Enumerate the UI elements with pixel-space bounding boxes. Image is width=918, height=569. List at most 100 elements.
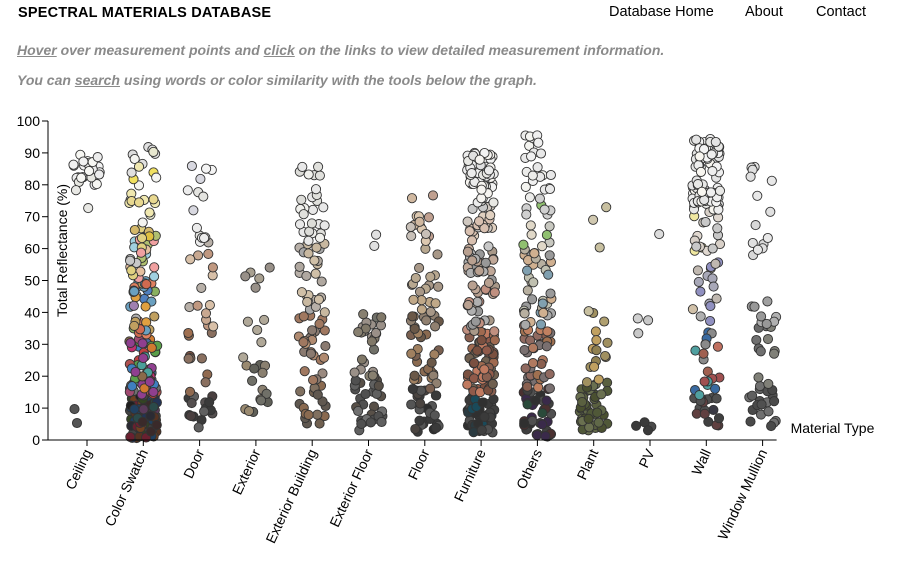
data-point-exterior[interactable] (256, 395, 267, 406)
data-point-others[interactable] (526, 229, 537, 240)
data-point-door[interactable] (203, 248, 214, 259)
data-point-plant[interactable] (590, 326, 601, 337)
data-point-color-swatch[interactable] (129, 404, 140, 415)
data-point-plant[interactable] (583, 306, 594, 317)
data-point-plant[interactable] (589, 361, 600, 372)
data-point-exterior[interactable] (264, 262, 275, 273)
data-point-exterior-building[interactable] (303, 169, 314, 180)
data-point-exterior-building[interactable] (318, 352, 330, 363)
data-point-exterior-floor[interactable] (373, 380, 384, 391)
data-point-floor[interactable] (410, 423, 421, 435)
data-point-wall[interactable] (712, 341, 723, 352)
data-point-exterior-building[interactable] (307, 325, 318, 336)
data-point-color-swatch[interactable] (137, 416, 148, 427)
data-point-exterior-building[interactable] (298, 209, 309, 220)
data-point-exterior-floor[interactable] (371, 229, 382, 240)
data-point-floor[interactable] (430, 321, 441, 332)
data-point-wall[interactable] (700, 216, 711, 228)
data-point-others[interactable] (535, 148, 547, 159)
data-point-furniture[interactable] (468, 427, 479, 438)
data-point-pv[interactable] (643, 315, 654, 326)
data-point-exterior-building[interactable] (296, 287, 307, 298)
nav-about-link[interactable]: About (745, 4, 783, 20)
data-point-plant[interactable] (596, 389, 607, 400)
data-point-window-mullion[interactable] (756, 399, 767, 410)
data-point-others[interactable] (543, 269, 554, 280)
data-point-exterior-building[interactable] (317, 368, 328, 379)
data-point-door[interactable] (192, 300, 203, 311)
data-point-floor[interactable] (407, 311, 418, 322)
data-point-floor[interactable] (431, 422, 442, 433)
data-point-exterior-building[interactable] (320, 341, 331, 352)
data-point-exterior[interactable] (254, 273, 265, 284)
data-point-window-mullion[interactable] (762, 232, 773, 244)
data-point-others[interactable] (522, 399, 533, 410)
data-point-window-mullion[interactable] (761, 318, 772, 329)
data-point-door[interactable] (201, 163, 212, 174)
data-point-window-mullion[interactable] (769, 396, 780, 407)
data-point-exterior-floor[interactable] (370, 327, 382, 339)
data-point-plant[interactable] (600, 350, 611, 362)
data-point-wall[interactable] (711, 393, 722, 404)
data-point-exterior[interactable] (256, 337, 267, 348)
data-point-floor[interactable] (431, 390, 442, 401)
data-point-door[interactable] (199, 406, 210, 417)
data-point-wall[interactable] (687, 304, 698, 315)
data-point-exterior[interactable] (249, 363, 260, 374)
data-point-floor[interactable] (423, 212, 434, 223)
data-point-color-swatch[interactable] (148, 401, 159, 413)
data-point-floor[interactable] (432, 249, 443, 260)
data-point-color-swatch[interactable] (126, 167, 137, 178)
data-point-color-swatch[interactable] (139, 383, 150, 394)
data-point-others[interactable] (518, 239, 529, 250)
data-point-wall[interactable] (713, 413, 725, 424)
data-point-window-mullion[interactable] (751, 334, 762, 346)
data-point-floor[interactable] (421, 315, 432, 326)
data-point-exterior[interactable] (243, 406, 255, 417)
data-point-color-swatch[interactable] (151, 172, 162, 183)
data-point-wall[interactable] (710, 383, 721, 394)
data-point-floor[interactable] (425, 306, 436, 317)
data-point-others[interactable] (521, 209, 532, 220)
data-point-furniture[interactable] (488, 197, 499, 208)
data-point-others[interactable] (541, 341, 552, 352)
data-point-exterior[interactable] (247, 375, 258, 386)
data-point-pv[interactable] (642, 425, 654, 436)
data-point-furniture[interactable] (477, 397, 488, 408)
data-point-color-swatch[interactable] (127, 381, 138, 392)
data-point-others[interactable] (544, 221, 555, 232)
data-point-furniture[interactable] (479, 411, 490, 422)
data-point-window-mullion[interactable] (752, 244, 763, 255)
data-point-color-swatch[interactable] (138, 404, 149, 415)
data-point-color-swatch[interactable] (133, 161, 145, 172)
data-point-window-mullion[interactable] (745, 416, 756, 427)
data-point-floor[interactable] (406, 399, 417, 410)
data-point-wall[interactable] (696, 186, 707, 197)
data-point-wall[interactable] (700, 339, 711, 350)
data-point-floor[interactable] (405, 221, 416, 233)
data-point-ceiling[interactable] (71, 417, 83, 429)
data-point-furniture[interactable] (487, 378, 498, 390)
data-point-ceiling[interactable] (76, 172, 87, 183)
data-point-others[interactable] (537, 241, 548, 252)
data-point-plant[interactable] (599, 316, 610, 327)
data-point-window-mullion[interactable] (754, 381, 766, 392)
data-point-plant[interactable] (593, 417, 604, 428)
data-point-wall[interactable] (710, 258, 721, 269)
data-point-window-mullion[interactable] (745, 171, 756, 182)
data-point-others[interactable] (534, 193, 545, 204)
data-point-floor[interactable] (427, 190, 439, 201)
nav-contact-link[interactable]: Contact (816, 4, 866, 20)
data-point-furniture[interactable] (466, 168, 477, 179)
data-point-door[interactable] (199, 232, 210, 244)
data-point-wall[interactable] (714, 185, 726, 196)
data-point-color-swatch[interactable] (145, 426, 157, 437)
data-point-floor[interactable] (409, 370, 420, 381)
data-point-door[interactable] (183, 353, 194, 364)
data-point-window-mullion[interactable] (747, 237, 758, 249)
data-point-exterior-building[interactable] (294, 219, 306, 230)
data-point-door[interactable] (191, 222, 202, 233)
data-point-color-swatch[interactable] (130, 366, 141, 378)
data-point-window-mullion[interactable] (750, 220, 761, 231)
data-point-exterior-floor[interactable] (356, 418, 367, 429)
